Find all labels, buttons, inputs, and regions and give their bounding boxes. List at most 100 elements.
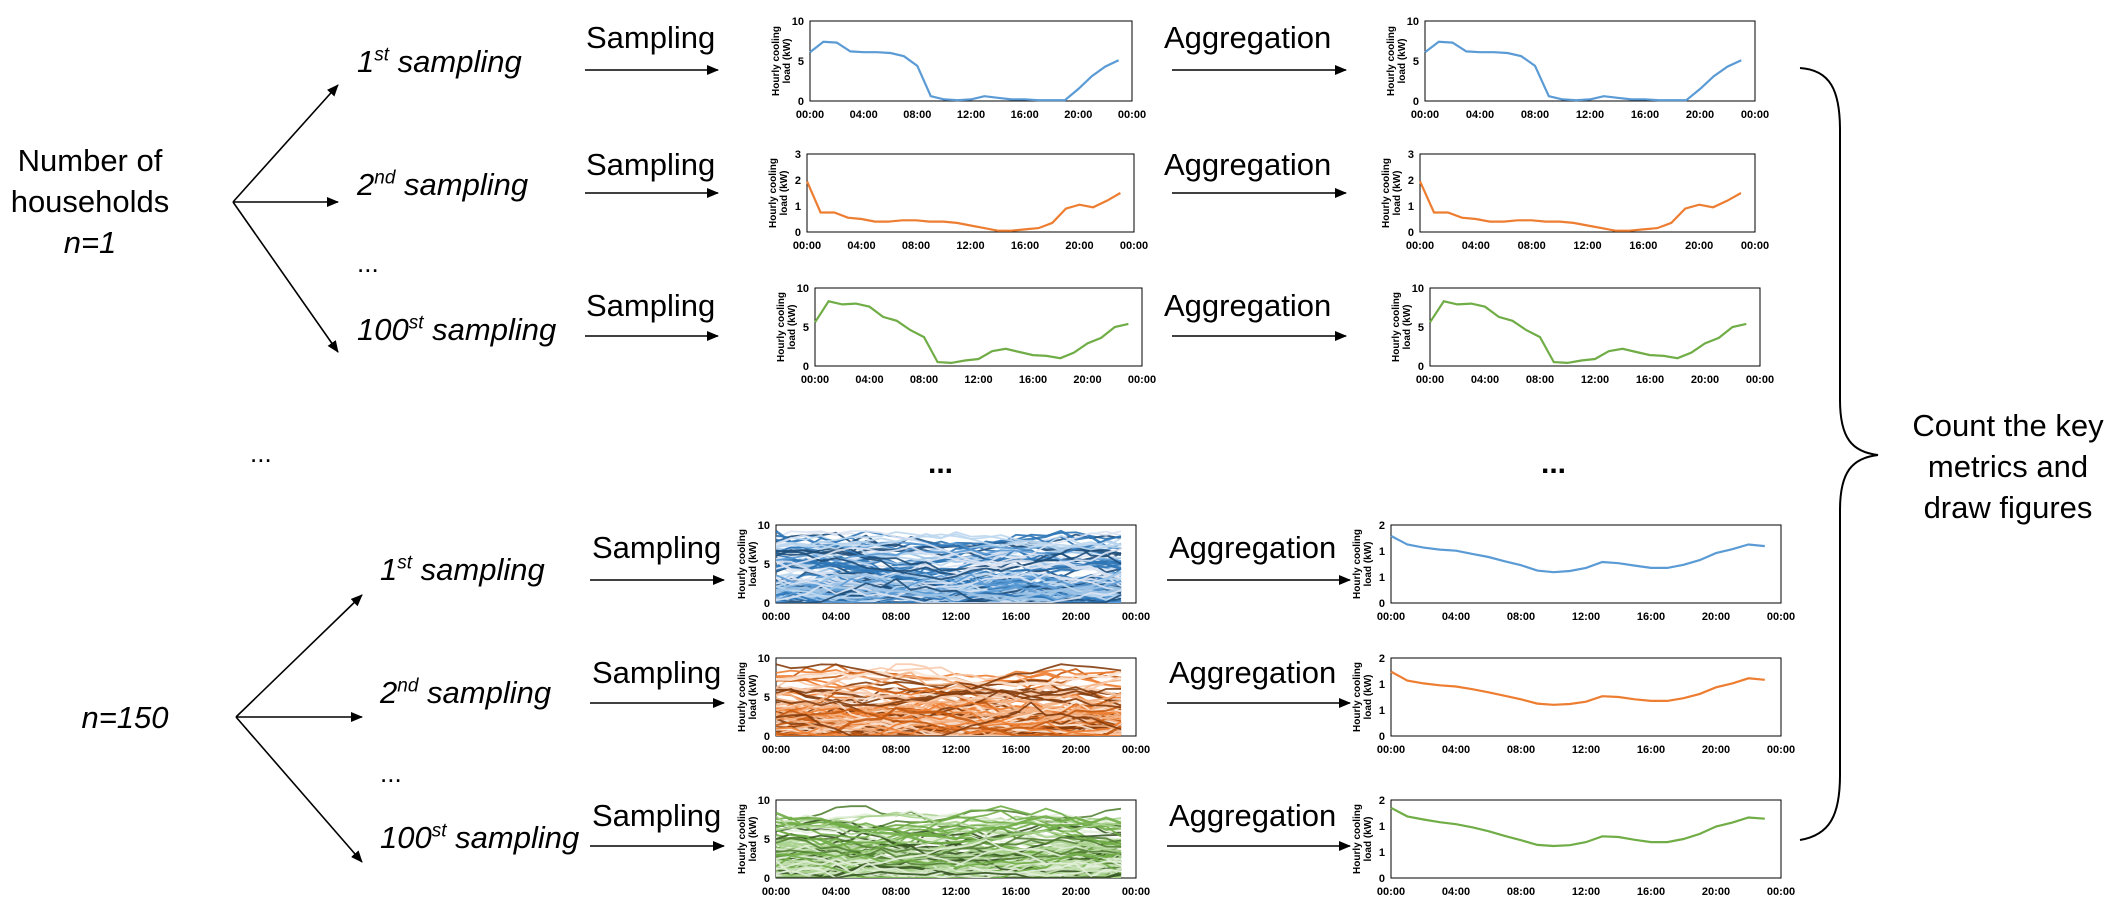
series-bundle bbox=[776, 663, 1122, 736]
y-tick-label: 1 bbox=[1379, 679, 1385, 691]
series-line bbox=[776, 720, 1122, 735]
x-tick-label: 16:00 bbox=[1637, 886, 1665, 898]
ordinal: 1 bbox=[380, 552, 398, 587]
series-line bbox=[776, 534, 1122, 567]
series-line bbox=[776, 671, 1122, 718]
y-tick-label: 1 bbox=[1379, 821, 1385, 833]
x-tick-label: 00:00 bbox=[793, 240, 821, 252]
metrics-label-line1: Count the key bbox=[1912, 408, 2104, 443]
x-tick-label: 16:00 bbox=[1002, 611, 1030, 623]
series-line bbox=[776, 870, 1122, 878]
households-label: Number of households n=1 bbox=[0, 140, 190, 263]
aggregation-step-label: Aggregation bbox=[1169, 798, 1337, 833]
series-line bbox=[776, 689, 1122, 709]
households-label-line1: Number of bbox=[17, 143, 163, 178]
y-axis-label: Hourly coolingload (kW) bbox=[768, 158, 790, 228]
x-tick-label: 04:00 bbox=[822, 744, 850, 756]
x-tick-label: 04:00 bbox=[1466, 109, 1494, 121]
sampling-step-label: Sampling bbox=[592, 530, 722, 565]
x-tick-label: 04:00 bbox=[1462, 240, 1490, 252]
x-tick-label: 04:00 bbox=[822, 611, 850, 623]
y-axis-label: Hourly coolingload (kW) bbox=[1352, 804, 1374, 874]
y-tick-label: 0 bbox=[803, 361, 809, 373]
plot-frame bbox=[1419, 153, 1756, 233]
x-tick-label: 20:00 bbox=[1073, 374, 1101, 386]
series-line bbox=[776, 721, 1121, 736]
plot-frame bbox=[809, 20, 1133, 102]
group-ellipsis: ... bbox=[250, 438, 272, 468]
series-line bbox=[776, 552, 1122, 581]
aggregation-step-label: Aggregation bbox=[1164, 147, 1332, 182]
series-line bbox=[776, 543, 1122, 577]
plot-frame bbox=[806, 153, 1135, 233]
x-tick-label: 08:00 bbox=[902, 240, 930, 252]
x-tick-label: 16:00 bbox=[1631, 109, 1659, 121]
x-tick-label: 00:00 bbox=[1122, 611, 1150, 623]
plot-frame bbox=[1390, 799, 1782, 879]
series-line bbox=[776, 585, 1122, 601]
x-tick-label: 12:00 bbox=[1572, 744, 1600, 756]
series-line bbox=[1418, 180, 1742, 232]
series-line bbox=[776, 558, 1122, 587]
x-tick-label: 00:00 bbox=[1118, 109, 1146, 121]
x-tick-label: 20:00 bbox=[1686, 109, 1714, 121]
sample-column-ellipsis: ... bbox=[928, 447, 954, 480]
x-tick-label: 00:00 bbox=[1377, 886, 1405, 898]
series-line bbox=[776, 530, 1122, 565]
x-tick-label: 04:00 bbox=[1442, 611, 1470, 623]
x-tick-label: 12:00 bbox=[964, 374, 992, 386]
x-tick-label: 04:00 bbox=[850, 109, 878, 121]
x-tick-label: 20:00 bbox=[1062, 886, 1090, 898]
y-axis-label: Hourly coolingload (kW) bbox=[1352, 662, 1374, 732]
series-line bbox=[776, 836, 1122, 858]
x-tick-label: 00:00 bbox=[1377, 744, 1405, 756]
series-bundle bbox=[776, 529, 1122, 603]
n150-sampling-1-label: 1st sampling bbox=[380, 552, 545, 588]
x-tick-label: 04:00 bbox=[855, 374, 883, 386]
y-tick-label: 10 bbox=[758, 653, 770, 665]
sampling-word: sampling bbox=[455, 820, 580, 855]
x-tick-label: 12:00 bbox=[1581, 374, 1609, 386]
ordinal-suffix: st bbox=[431, 820, 447, 842]
ordinal-suffix: st bbox=[408, 312, 424, 334]
sampling-step-label: Sampling bbox=[592, 655, 722, 690]
x-tick-label: 00:00 bbox=[1416, 374, 1444, 386]
x-tick-label: 08:00 bbox=[1526, 374, 1554, 386]
y-axis-label: Hourly coolingload (kW) bbox=[776, 292, 798, 362]
x-tick-label: 00:00 bbox=[1377, 611, 1405, 623]
y-tick-label: 1 bbox=[1408, 201, 1414, 213]
x-tick-label: 16:00 bbox=[1637, 744, 1665, 756]
x-tick-label: 04:00 bbox=[822, 886, 850, 898]
x-tick-label: 20:00 bbox=[1702, 886, 1730, 898]
series-line bbox=[776, 669, 1122, 687]
y-tick-label: 1 bbox=[1379, 546, 1385, 558]
connectors bbox=[232, 65, 1351, 863]
right-brace bbox=[1799, 67, 1879, 841]
x-tick-label: 04:00 bbox=[1471, 374, 1499, 386]
y-axis-label: Hourly coolingload (kW) bbox=[1391, 292, 1413, 362]
n1-sampling-1-label: 1st sampling bbox=[357, 44, 522, 80]
series-line bbox=[776, 853, 1122, 878]
series-line bbox=[776, 815, 1122, 832]
y-tick-label: 1 bbox=[1379, 705, 1385, 717]
y-tick-label: 2 bbox=[1379, 795, 1385, 807]
series-line bbox=[776, 545, 1122, 570]
y-axis-label: Hourly coolingload (kW) bbox=[737, 804, 759, 874]
ordinal: 2 bbox=[357, 167, 375, 202]
series-line bbox=[776, 817, 1122, 853]
n150-row-ellipsis: ... bbox=[380, 758, 402, 788]
x-tick-label: 08:00 bbox=[1507, 611, 1535, 623]
x-tick-label: 08:00 bbox=[882, 744, 910, 756]
y-tick-label: 5 bbox=[1413, 56, 1419, 68]
series-line bbox=[776, 854, 1122, 878]
x-tick-label: 16:00 bbox=[1011, 240, 1039, 252]
metrics-label-line3: draw figures bbox=[1923, 490, 2093, 525]
x-tick-label: 00:00 bbox=[1128, 374, 1156, 386]
x-tick-label: 00:00 bbox=[762, 886, 790, 898]
